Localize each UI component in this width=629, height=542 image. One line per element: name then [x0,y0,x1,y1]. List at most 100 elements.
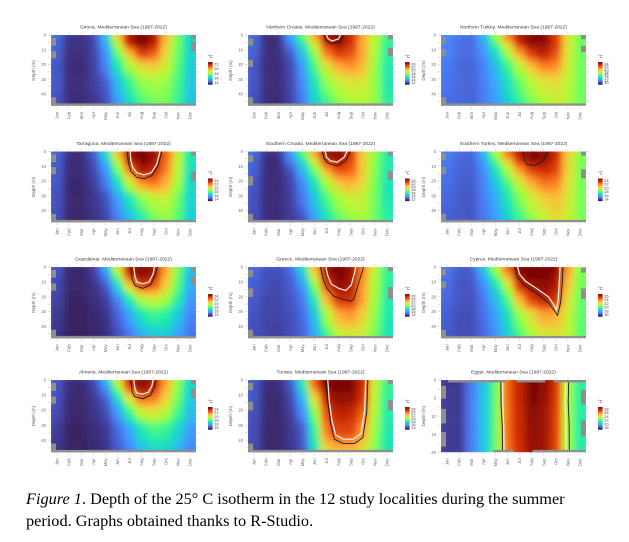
svg-text:14: 14 [411,425,416,430]
svg-text:Nov: Nov [373,457,378,465]
svg-text:24: 24 [411,178,416,183]
svg-text:14: 14 [604,197,609,202]
svg-text:20: 20 [604,421,609,426]
svg-text:Nov: Nov [566,457,571,465]
svg-text:Oct: Oct [163,457,168,464]
svg-text:Mar: Mar [469,344,474,352]
svg-text:40: 40 [41,438,46,443]
svg-text:18: 18 [604,425,609,430]
svg-text:Jan: Jan [445,228,450,236]
svg-text:Depth (m): Depth (m) [421,176,426,197]
svg-text:Oct: Oct [360,111,365,118]
svg-text:10: 10 [238,280,243,285]
svg-text:0: 0 [44,378,47,383]
svg-text:26: 26 [411,294,416,299]
svg-text:14: 14 [214,312,219,317]
svg-text:Feb: Feb [67,458,72,466]
svg-text:Feb: Feb [67,344,72,352]
svg-text:Apr: Apr [481,344,486,351]
svg-text:30: 30 [431,193,436,198]
svg-text:Jul: Jul [517,458,522,464]
svg-text:0: 0 [44,33,47,38]
svg-text:30: 30 [41,423,46,428]
svg-text:14: 14 [411,193,416,198]
svg-text:10: 10 [431,47,436,52]
svg-text:Sep: Sep [541,344,546,352]
svg-text:Oct: Oct [553,227,558,234]
svg-text:°C: °C [405,171,411,176]
svg-text:40: 40 [238,92,243,97]
svg-text:20: 20 [411,303,416,308]
svg-text:30: 30 [41,77,46,82]
svg-text:20: 20 [214,66,219,71]
svg-text:May: May [493,457,498,466]
svg-text:Aug: Aug [529,344,534,352]
svg-text:Nov: Nov [566,343,571,351]
svg-text:May: May [103,227,108,236]
svg-text:Nov: Nov [176,343,181,351]
svg-text:Nov: Nov [566,227,571,235]
svg-text:May: May [493,111,498,120]
svg-text:Nov: Nov [373,111,378,119]
svg-text:Jul: Jul [517,112,522,118]
svg-text:Depth (m): Depth (m) [31,176,36,197]
svg-text:18: 18 [214,71,219,76]
svg-text:Dec: Dec [385,227,390,235]
svg-text:16: 16 [411,74,416,79]
svg-text:0: 0 [44,265,47,270]
svg-text:Depth (m): Depth (m) [421,292,426,313]
svg-text:18: 18 [411,419,416,424]
svg-text:Sep: Sep [151,458,156,466]
svg-text:18: 18 [214,305,219,310]
svg-text:Aug: Aug [336,111,341,119]
svg-text:0: 0 [241,33,244,38]
svg-text:°C: °C [598,399,604,404]
svg-text:16: 16 [411,422,416,427]
svg-text:24: 24 [214,178,219,183]
svg-text:10: 10 [604,80,609,85]
svg-text:40: 40 [41,208,46,213]
svg-text:Oct: Oct [553,111,558,118]
svg-text:Aug: Aug [336,458,341,466]
svg-text:Dec: Dec [385,111,390,119]
svg-text:Mar: Mar [79,458,84,466]
svg-text:°C: °C [598,54,604,59]
svg-text:Apr: Apr [481,111,486,118]
svg-text:12: 12 [411,80,416,85]
svg-text:20: 20 [238,408,243,413]
svg-text:20: 20 [604,67,609,72]
svg-text:18: 18 [604,308,609,313]
svg-text:10: 10 [238,47,243,52]
svg-text:Jun: Jun [505,111,510,119]
svg-text:40: 40 [431,208,436,213]
svg-text:Dec: Dec [578,343,583,351]
svg-text:Depth (m): Depth (m) [31,405,36,426]
svg-text:Oct: Oct [553,343,558,350]
svg-text:10: 10 [431,164,436,169]
svg-text:22: 22 [214,297,219,302]
svg-text:Depth (m): Depth (m) [31,292,36,313]
svg-text:22: 22 [214,62,219,67]
svg-text:20: 20 [214,185,219,190]
svg-text:16: 16 [411,309,416,314]
svg-text:30: 30 [41,193,46,198]
svg-text:May: May [493,227,498,236]
svg-text:Jul: Jul [127,112,132,118]
svg-text:Nov: Nov [373,227,378,235]
svg-text:Jan: Jan [445,344,450,352]
svg-text:Jan: Jan [252,111,257,119]
svg-text:May: May [300,227,305,236]
svg-text:10: 10 [238,164,243,169]
svg-text:°C: °C [405,286,411,291]
svg-text:12: 12 [604,77,609,82]
svg-text:Feb: Feb [264,344,269,352]
svg-text:Apr: Apr [91,228,96,235]
svg-text:Dec: Dec [578,457,583,465]
svg-text:40: 40 [431,324,436,329]
svg-text:May: May [103,111,108,120]
svg-text:Dec: Dec [188,111,193,119]
svg-text:20: 20 [411,184,416,189]
svg-text:Egypt. Mediterranean Sea (1987: Egypt. Mediterranean Sea (1987-2022) [471,370,556,376]
svg-text:Feb: Feb [264,458,269,466]
svg-text:Sep: Sep [541,111,546,119]
